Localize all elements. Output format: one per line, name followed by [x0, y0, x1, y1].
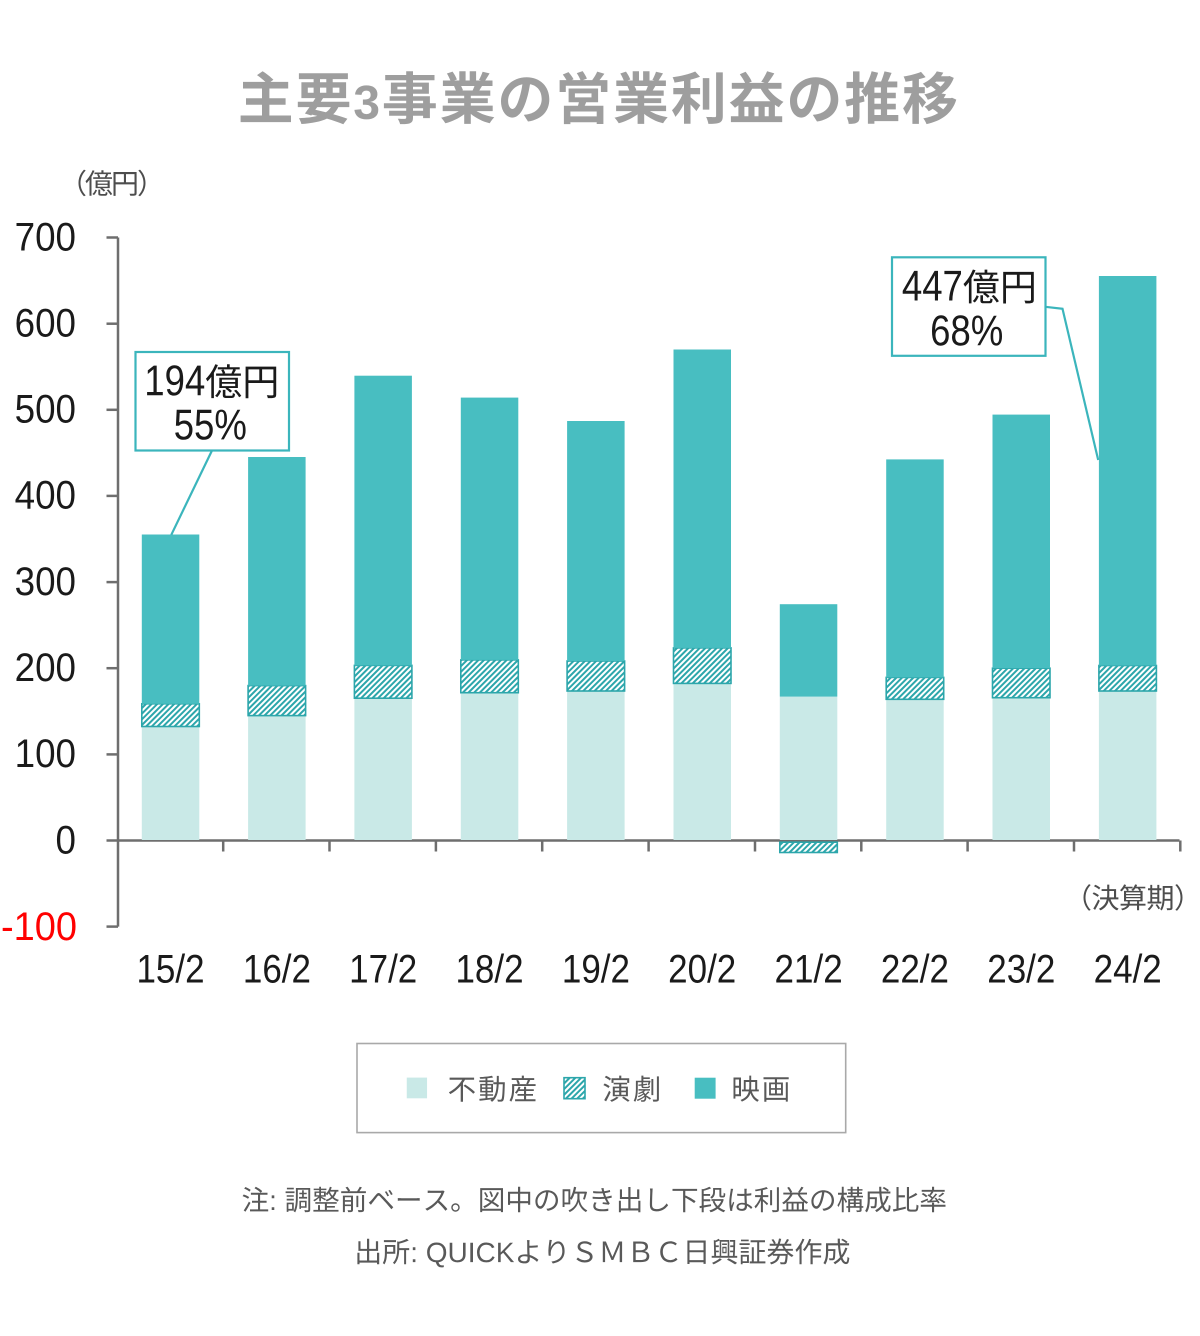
svg-text:17/2: 17/2 — [349, 946, 417, 991]
svg-text:23/2: 23/2 — [987, 946, 1055, 991]
svg-text:700: 700 — [15, 215, 76, 260]
svg-text:21/2: 21/2 — [775, 946, 843, 991]
svg-text:20/2: 20/2 — [668, 946, 736, 991]
svg-text:24/2: 24/2 — [1094, 946, 1162, 991]
svg-text:600: 600 — [15, 301, 76, 346]
svg-text:19/2: 19/2 — [562, 946, 630, 991]
svg-text:100: 100 — [15, 732, 76, 777]
svg-text:-100: -100 — [1, 905, 77, 949]
svg-text:0: 0 — [56, 818, 76, 863]
svg-text:200: 200 — [15, 646, 76, 691]
svg-text:22/2: 22/2 — [881, 946, 949, 991]
svg-text:15/2: 15/2 — [136, 946, 204, 991]
svg-text:16/2: 16/2 — [243, 946, 311, 991]
svg-text:18/2: 18/2 — [455, 946, 523, 991]
svg-text:500: 500 — [15, 387, 76, 432]
svg-text:400: 400 — [15, 473, 76, 518]
svg-text:300: 300 — [15, 560, 76, 605]
